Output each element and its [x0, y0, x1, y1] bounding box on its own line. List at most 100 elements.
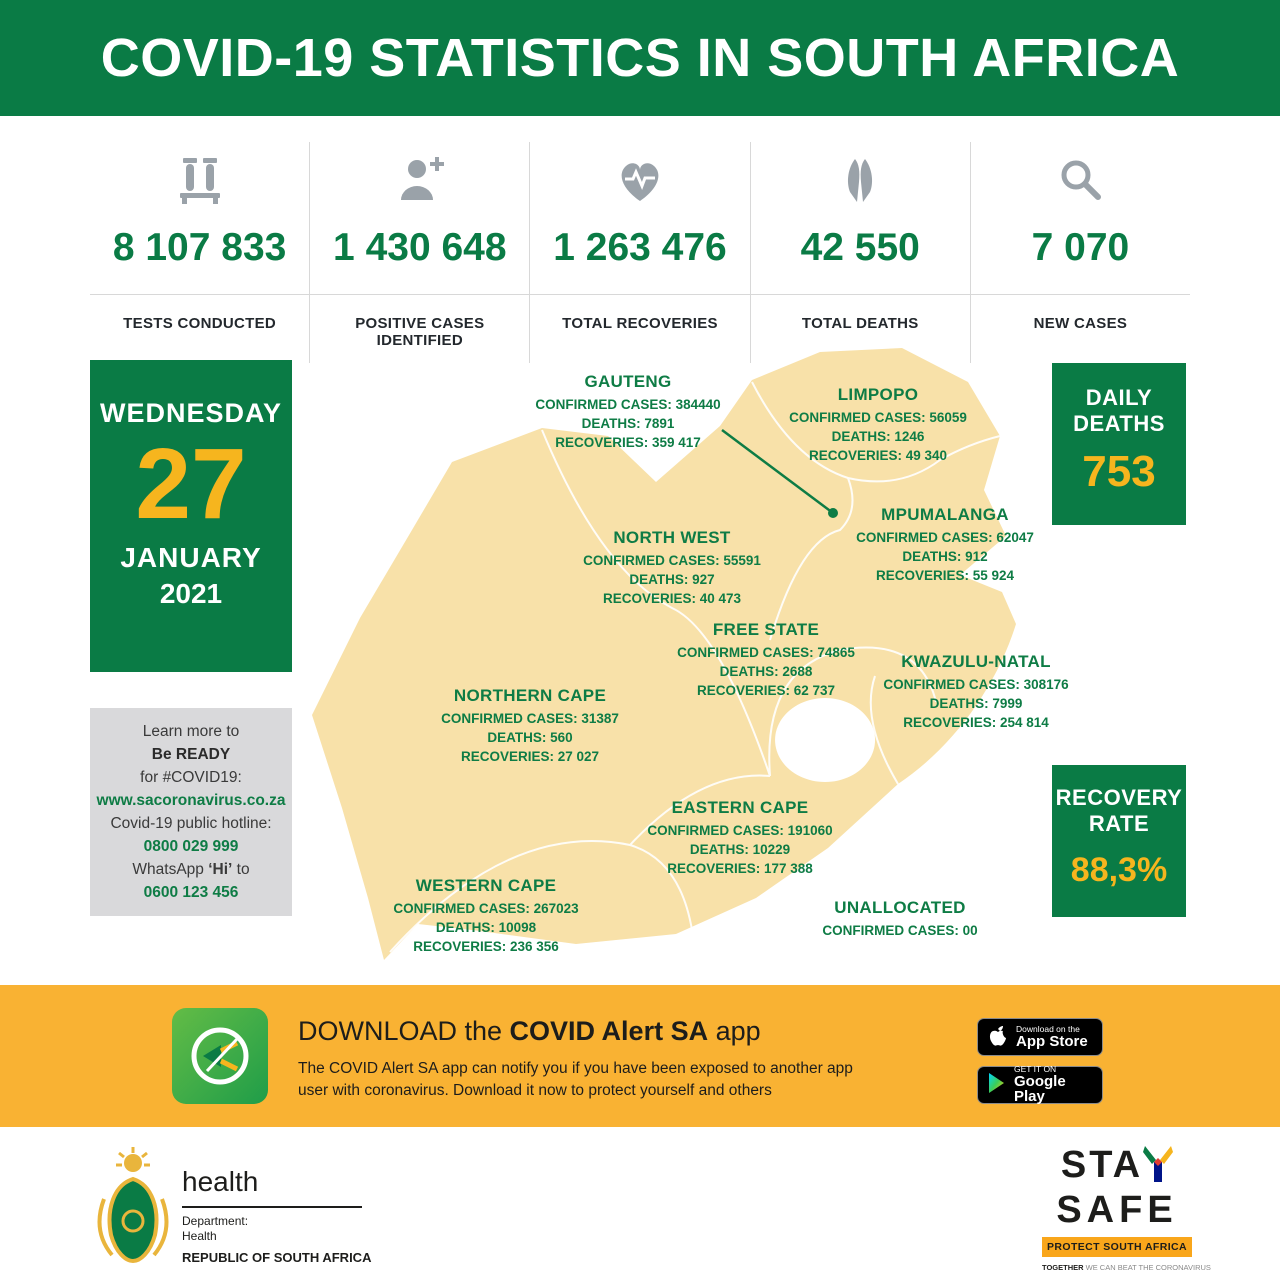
coat-of-arms-logo — [92, 1143, 174, 1270]
stat-positive-cases: 1 430 648 POSITIVE CASES IDENTIFIED — [310, 142, 531, 363]
date-box: WEDNESDAY 27 JANUARY 2021 — [90, 360, 292, 672]
daily-deaths-value: 753 — [1082, 447, 1156, 496]
province-stats-gauteng: GAUTENG CONFIRMED CASES: 384440 DEATHS: … — [535, 372, 720, 452]
province-recoveries: RECOVERIES: 236 356 — [413, 939, 559, 954]
info-line: Learn more to — [142, 723, 240, 740]
recovery-rate-box: RECOVERY RATE 88,3% — [1052, 765, 1186, 917]
download-band-body: The COVID Alert SA app can notify you if… — [298, 1060, 853, 1099]
province-stats-limpopo: LIMPOPO CONFIRMED CASES: 56059 DEATHS: 1… — [789, 385, 967, 465]
hotline-label: Covid-19 public hotline: — [110, 815, 272, 832]
download-band-title: DOWNLOAD the COVID Alert SA app — [298, 1016, 761, 1046]
south-africa-map — [300, 340, 1060, 990]
stat-value: 1 430 648 — [310, 212, 530, 295]
province-stats-mpumalanga: MPUMALANGA CONFIRMED CASES: 62047 DEATHS… — [856, 505, 1034, 585]
app-store-badge[interactable]: Download on the App Store — [977, 1018, 1103, 1056]
province-confirmed: CONFIRMED CASES: 384440 — [535, 397, 721, 412]
province-confirmed: CONFIRMED CASES: 56059 — [789, 410, 967, 425]
province-confirmed: CONFIRMED CASES: 00 — [822, 923, 978, 938]
info-line: for #COVID19: — [140, 769, 242, 786]
stat-total-recoveries: 1 263 476 TOTAL RECOVERIES — [530, 142, 751, 363]
province-deaths: DEATHS: 912 — [902, 549, 988, 564]
republic-label: REPUBLIC OF SOUTH AFRICA — [182, 1250, 372, 1265]
stat-label: TESTS CONDUCTED — [123, 315, 277, 332]
province-recoveries: RECOVERIES: 49 340 — [808, 448, 948, 463]
info-box: Learn more to Be READY for #COVID19: www… — [90, 708, 292, 916]
province-confirmed: CONFIRMED CASES: 308176 — [883, 677, 1069, 692]
heart-pulse-icon — [530, 148, 749, 212]
province-deaths: DEATHS: 7891 — [581, 416, 675, 431]
header-banner: COVID-19 STATISTICS IN SOUTH AFRICA — [0, 0, 1280, 116]
province-confirmed: CONFIRMED CASES: 191060 — [647, 823, 833, 838]
google-play-badge[interactable]: GET IT ON Google Play — [977, 1064, 1103, 1105]
together-tagline: TOGETHER WE CAN BEAT THE CORONAVIRUS — [1042, 1263, 1211, 1272]
stat-value: 8 107 833 — [90, 212, 310, 295]
gauteng-pointer — [721, 428, 838, 518]
stat-label: TOTAL DEATHS — [801, 315, 919, 332]
province-confirmed: CONFIRMED CASES: 55591 — [583, 553, 761, 568]
covid-alert-app-logo — [172, 1008, 268, 1104]
province-stats-northern-cape: NORTHERN CAPE CONFIRMED CASES: 31387 DEA… — [441, 686, 619, 766]
province-recoveries: RECOVERIES: 40 473 — [602, 591, 742, 606]
stat-tests-conducted: 8 107 833 TESTS CONDUCTED — [90, 142, 311, 363]
google-play-icon — [988, 1072, 1006, 1098]
province-name: FREE STATE — [712, 620, 820, 639]
province-recoveries: RECOVERIES: 177 388 — [667, 861, 813, 876]
province-name: UNALLOCATED — [834, 898, 966, 917]
province-confirmed: CONFIRMED CASES: 267023 — [393, 901, 579, 916]
stat-total-deaths: 42 550 TOTAL DEATHS — [750, 142, 971, 363]
daily-deaths-label: DAILY — [1085, 385, 1153, 410]
province-recoveries: RECOVERIES: 55 924 — [875, 568, 1015, 583]
date-day: 27 — [135, 428, 247, 540]
stat-label: POSITIVE CASES IDENTIFIED — [355, 315, 485, 349]
province-stats-western-cape: WESTERN CAPE CONFIRMED CASES: 267023 DEA… — [393, 876, 578, 956]
recovery-rate-value: 88,3% — [1070, 851, 1168, 889]
province-stats-free-state: FREE STATE CONFIRMED CASES: 74865 DEATHS… — [677, 620, 855, 700]
website-link[interactable]: www.sacoronavirus.co.za — [96, 792, 286, 809]
magnifier-icon — [971, 148, 1190, 212]
province-stats-eastern-cape: EASTERN CAPE CONFIRMED CASES: 191060 DEA… — [647, 798, 832, 878]
stay-safe-line2: SAFE — [1056, 1189, 1178, 1231]
stat-value: 7 070 — [970, 212, 1191, 295]
province-name: KWAZULU-NATAL — [901, 652, 1051, 671]
province-confirmed: CONFIRMED CASES: 74865 — [677, 645, 855, 660]
recovery-rate-label: RECOVERY — [1055, 785, 1183, 810]
stat-label: TOTAL RECOVERIES — [562, 315, 718, 332]
province-name: EASTERN CAPE — [671, 798, 809, 817]
praying-hands-icon — [751, 148, 970, 212]
province-stats-north-west: NORTH WEST CONFIRMED CASES: 55591 DEATHS… — [583, 528, 761, 608]
stat-label: NEW CASES — [1033, 315, 1128, 332]
province-deaths: DEATHS: 1246 — [831, 429, 925, 444]
province-recoveries: RECOVERIES: 254 814 — [903, 715, 1049, 730]
summary-stats-row: 8 107 833 TESTS CONDUCTED 1 430 648 POSI… — [90, 142, 1191, 363]
date-month: JANUARY — [120, 542, 262, 573]
stat-value: 42 550 — [750, 212, 970, 295]
province-recoveries: RECOVERIES: 62 737 — [696, 683, 836, 698]
province-deaths: DEATHS: 560 — [487, 730, 573, 745]
stat-value: 1 263 476 — [530, 212, 750, 295]
hotline-number: 0800 029 999 — [143, 838, 239, 855]
province-deaths: DEATHS: 2688 — [719, 664, 813, 679]
province-borders — [389, 381, 1001, 953]
stat-new-cases: 7 070 NEW CASES — [970, 142, 1191, 363]
province-deaths: DEATHS: 7999 — [929, 696, 1023, 711]
protect-south-africa-bar: PROTECT SOUTH AFRICA — [1042, 1237, 1192, 1257]
health-rule — [182, 1206, 362, 1208]
province-deaths: DEATHS: 10098 — [435, 920, 537, 935]
date-weekday: WEDNESDAY — [99, 398, 283, 428]
province-stats-kwazulu-natal: KWAZULU-NATAL CONFIRMED CASES: 308176 DE… — [883, 652, 1068, 732]
date-year: 2021 — [159, 578, 223, 609]
province-name: MPUMALANGA — [881, 505, 1009, 524]
province-name: WESTERN CAPE — [415, 876, 557, 895]
department-block: Department: Health REPUBLIC OF SOUTH AFR… — [182, 1214, 372, 1265]
province-recoveries: RECOVERIES: 359 417 — [555, 435, 701, 450]
province-recoveries: RECOVERIES: 27 027 — [460, 749, 600, 764]
stay-safe-line1: STA — [1042, 1146, 1192, 1189]
province-stats-unallocated: UNALLOCATED CONFIRMED CASES: 00 — [822, 898, 977, 940]
province-confirmed: CONFIRMED CASES: 62047 — [856, 530, 1034, 545]
province-name: GAUTENG — [584, 372, 672, 391]
person-plus-icon — [310, 148, 529, 212]
province-confirmed: CONFIRMED CASES: 31387 — [441, 711, 619, 726]
whatsapp-line: WhatsApp ‘Hi’ to — [132, 861, 250, 878]
province-name: LIMPOPO — [837, 385, 919, 404]
